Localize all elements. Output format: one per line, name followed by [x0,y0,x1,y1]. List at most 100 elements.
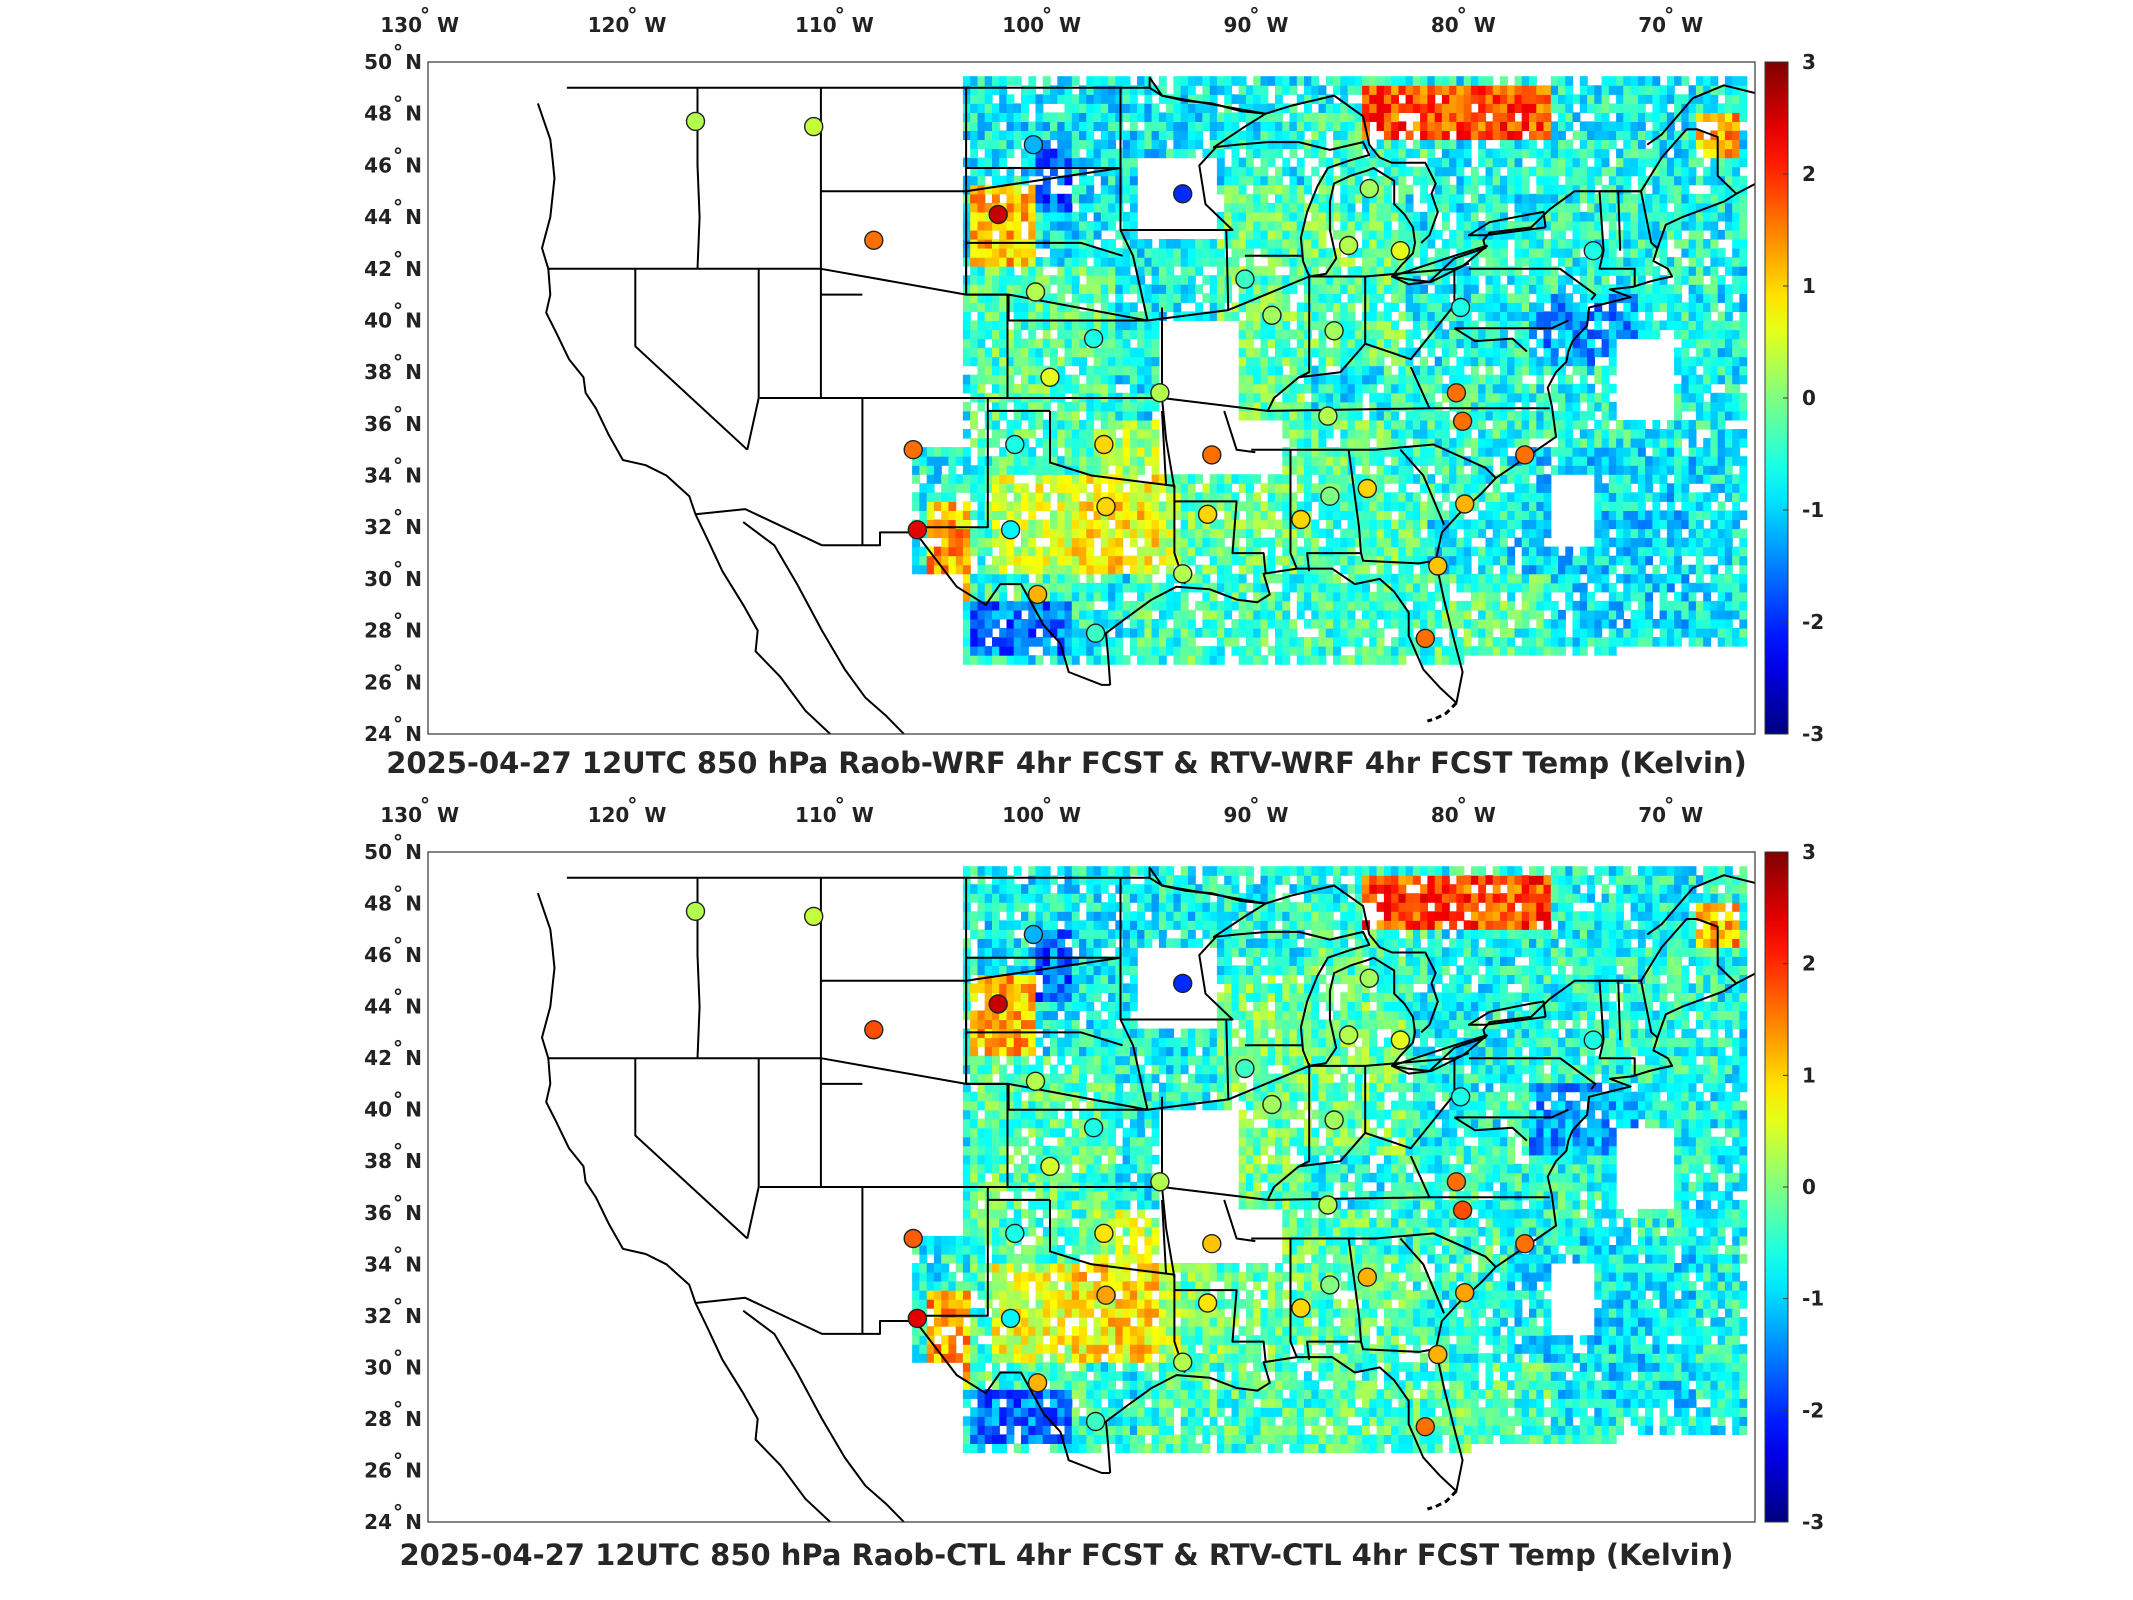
raob-station-marker [1318,406,1338,426]
lake-outline [1467,1000,1547,1026]
raob-station-marker [1359,178,1380,199]
lat-tick-label: 32 ° N [364,1294,422,1328]
raob-station-marker [1324,321,1344,341]
lon-tick-label: 90° W [1224,793,1289,827]
raob-station-marker [1083,1118,1104,1138]
lon-tick-label: 100° W [1002,3,1081,37]
raob-station-marker [1428,556,1448,576]
coastline [536,103,831,734]
raob-station-marker [685,901,706,922]
lat-tick-label: 44 ° N [364,195,422,229]
lat-tick-label: 28 ° N [364,609,422,643]
map-plot-area [536,76,1755,734]
lat-tick-label: 40 ° N [364,1088,422,1122]
colorbar-tick-label: -3 [1802,722,1824,746]
raob-station-marker [1291,1298,1311,1318]
state-border [1468,1057,1597,1090]
state-border [1119,229,1149,321]
lat-tick-label: 50 ° N [364,40,422,74]
colorbar-tick-label: -3 [1802,1510,1824,1534]
lat-tick-label: 44 ° N [364,985,422,1019]
coastline [742,1309,906,1522]
canada-border [566,866,1266,905]
state-border [1174,1289,1267,1363]
map-panel-top: 130 ° W 120 ° W 110 ° W 100 ° W 90 ° W 80 ° W 70 ° W 24 ° N 26 ° N… [364,3,1824,780]
raob-station-marker [988,204,1008,225]
raob-station-marker [1027,584,1048,605]
lat-tick-label: 30 ° N [364,1345,422,1379]
raob-station-marker [1390,240,1411,261]
raob-station-marker [864,230,884,251]
state-border [1409,366,1431,409]
state-border [1266,1058,1456,1201]
raob-station-marker [1515,1234,1535,1254]
state-border [1251,443,1497,479]
raob-station-marker [1446,1172,1467,1192]
state-border [1399,1237,1445,1314]
raob-station-marker [1172,184,1193,204]
state-border [548,1052,1470,1111]
lat-tick-label: 36 ° N [364,402,422,436]
lat-tick-label: 32 ° N [364,505,422,539]
boundary-lines [536,76,1755,734]
raob-stations [685,111,1604,649]
raob-station-marker [1023,134,1044,155]
state-border [1360,552,1434,565]
state-border [1198,146,1234,311]
raob-station-marker [903,1228,923,1249]
state-border [1599,190,1659,249]
raob-station-marker [1000,1308,1021,1329]
raob-station-marker [864,1020,884,1040]
state-border [548,262,1470,322]
colorbar-tick-label: -1 [1802,498,1824,522]
raob-station-marker [685,111,706,132]
raob-station-marker [1197,1293,1218,1313]
state-border [1289,449,1298,569]
lake-outline [1467,210,1547,237]
lon-tick-label: 130° W [380,793,459,827]
colorbar-tick-label: -1 [1802,1287,1824,1311]
state-border [1454,1108,1569,1119]
raob-station-marker [1415,628,1436,649]
raob-station-marker [1291,509,1311,530]
raob-station-marker [1085,623,1106,643]
raob-station-marker [1390,1030,1411,1050]
retrieval-field [912,866,1748,1453]
state-border [1598,250,1636,287]
lat-tick-label: 26 ° N [364,1448,422,1482]
raob-station-marker [1172,1352,1193,1372]
mexico-border [695,508,1111,686]
state-border [819,877,864,1334]
coastline [536,892,831,1522]
lat-tick-label: 28 ° N [364,1397,422,1431]
state-border [634,1058,748,1240]
state-border [1298,1063,1311,1168]
raob-station-marker [1096,1285,1116,1305]
lon-tick-label: 70° W [1638,793,1703,827]
state-border [1223,1199,1256,1243]
lake-outline [1391,244,1489,286]
raob-station-marker [1359,968,1380,989]
colorbar-tick-label: -2 [1802,610,1824,634]
lon-tick-label: 130° W [380,3,459,37]
map-axes-box [427,851,1756,1523]
raob-station-marker [1318,1195,1338,1215]
raob-station-marker [903,440,923,460]
state-border [1598,191,1605,251]
raob-station-marker [804,906,824,927]
raob-station-marker [1583,1030,1604,1050]
lat-tick-label: 34 ° N [364,1242,422,1276]
lon-tick-label: 80° W [1431,793,1496,827]
lat-tick-label: 38 ° N [364,1139,422,1173]
colorbar-tick-label: 3 [1802,840,1816,864]
map-figure-top: 130° W 120° W 110° W 100° W 90° W 80° W 70° W 24 ° N 26 ° N… [364,3,1824,746]
raob-station-marker [1005,434,1025,455]
map-panel-bottom: 130 ° W 120 ° W 110 ° W 100 ° W 90 ° W 80 ° W 70 ° W 24 ° N 26 ° N… [0,793,2133,1600]
raob-station-marker [1023,924,1044,945]
raob-station-marker [804,116,824,137]
state-border [634,268,748,451]
raob-station-marker [1040,367,1060,387]
state-border [1161,1199,1168,1275]
raob-station-marker [1094,1223,1114,1244]
raob-station-marker [1515,445,1535,465]
